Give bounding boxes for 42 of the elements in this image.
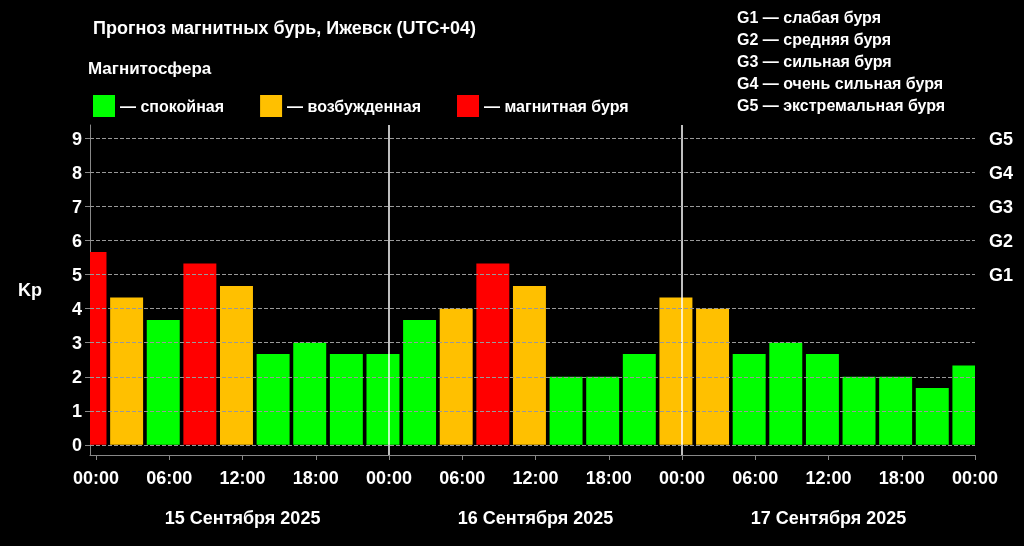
ref-line-label: G1 (989, 264, 1014, 285)
y-tick-label: 1 (71, 400, 82, 421)
ref-line-label: G2 (989, 230, 1014, 251)
y-tick-label: 2 (71, 366, 82, 387)
y-tick-label: 4 (71, 298, 82, 319)
ref-line-label: G4 (989, 162, 1014, 183)
y-tick-label: 8 (71, 162, 82, 183)
text: G1 — слабая буря (737, 8, 882, 26)
legend-label: — возбужденная (287, 97, 422, 115)
ref-line-label: G3 (989, 196, 1014, 217)
x-tick-label: 00:00 (951, 468, 999, 488)
x-tick-label: 00:00 (366, 468, 413, 488)
x-tick-label: 06:00 (732, 468, 779, 488)
x-tick-label: 18:00 (292, 468, 339, 488)
legend-label: — спокойная (120, 97, 225, 115)
y-tick-label: 7 (71, 196, 82, 217)
text: G3 — сильная буря (737, 52, 892, 70)
x-tick-label: 06:00 (439, 468, 486, 488)
y-tick-label: 9 (71, 128, 82, 149)
chart-title: Прогноз магнитных бурь, Ижевск (UTC+04) (93, 18, 476, 38)
y-axis-title: Kp (18, 280, 42, 300)
text: 15 Сентября 2025 (164, 508, 321, 528)
x-tick-label: 00:00 (73, 468, 120, 488)
x-tick-label: 12:00 (805, 468, 852, 488)
y-tick-label: 3 (71, 332, 82, 353)
x-tick-label: 12:00 (219, 468, 266, 488)
x-tick-label: 12:00 (512, 468, 559, 488)
text: G5 — экстремальная буря (737, 96, 946, 114)
y-tick-label: 0 (71, 434, 82, 455)
ref-line-label: G5 (989, 128, 1014, 149)
x-tick-label: 18:00 (585, 468, 632, 488)
y-tick-label: 5 (71, 264, 82, 285)
x-tick-label: 18:00 (878, 468, 925, 488)
legend-label: — магнитная буря (484, 97, 629, 115)
x-tick-label: 06:00 (146, 468, 193, 488)
text: 16 Сентября 2025 (457, 508, 614, 528)
text: G2 — средняя буря (737, 30, 891, 48)
x-tick-label: 00:00 (659, 468, 706, 488)
text: G4 — очень сильная буря (737, 74, 944, 92)
legend-title: Магнитосфера (88, 59, 212, 78)
y-tick-label: 6 (71, 230, 82, 251)
text: 17 Сентября 2025 (750, 508, 907, 528)
